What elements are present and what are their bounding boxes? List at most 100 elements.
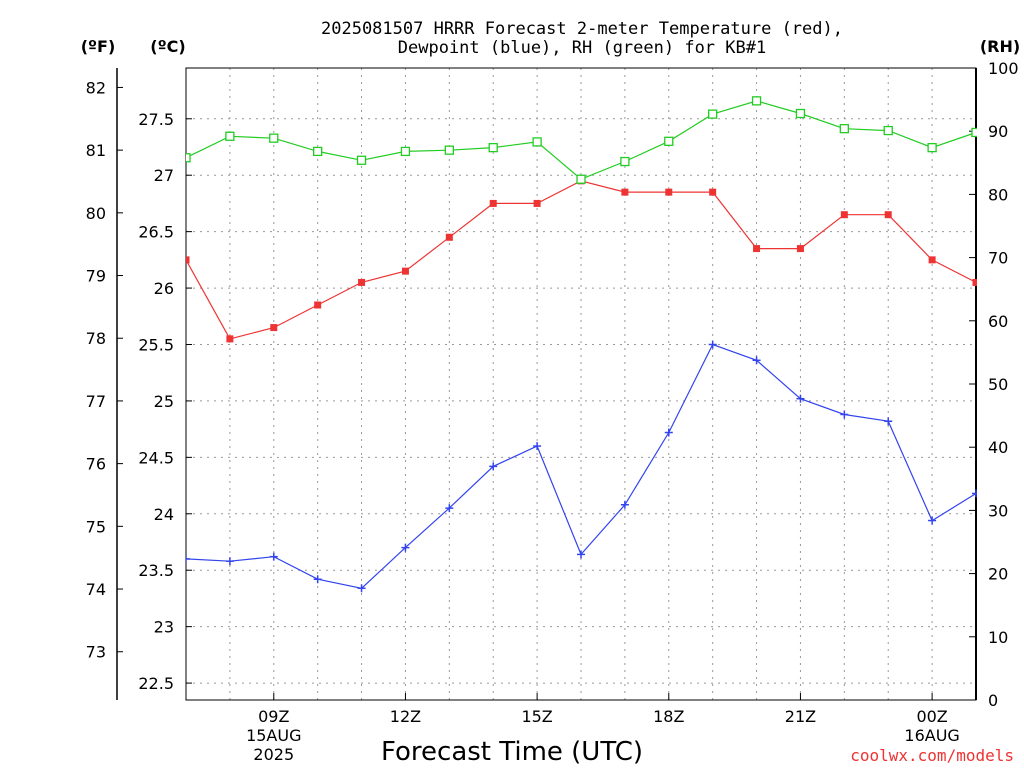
fahrenheit-tick-label: 77 — [86, 392, 106, 411]
axes — [116, 67, 977, 701]
celsius-tick-label: 27.5 — [138, 110, 174, 129]
series-group — [186, 340, 977, 593]
data-point — [664, 136, 674, 146]
data-point — [708, 340, 717, 349]
rh-tick-label: 60 — [988, 312, 1008, 331]
data-point — [269, 552, 278, 561]
data-point — [709, 188, 717, 196]
data-point — [226, 335, 234, 343]
data-point — [884, 417, 893, 426]
fahrenheit-tick-label: 78 — [86, 329, 106, 348]
fahrenheit-tick-label: 81 — [86, 141, 106, 160]
data-point — [795, 108, 806, 119]
data-point — [796, 245, 804, 253]
series-line — [186, 180, 977, 340]
x-tick-label: 18Z — [653, 707, 684, 726]
celsius-unit-label: (ºC) — [150, 37, 185, 56]
fahrenheit-tick-label: 75 — [86, 517, 106, 536]
data-point — [270, 324, 278, 332]
data-point — [444, 145, 454, 155]
data-point — [972, 489, 977, 498]
rh-tick-label: 50 — [988, 375, 1008, 394]
data-point — [971, 127, 977, 138]
celsius-tick-label: 23 — [154, 618, 174, 637]
data-point — [314, 301, 322, 309]
rh-tick-label: 90 — [988, 122, 1008, 141]
data-point — [357, 584, 366, 593]
data-point — [186, 554, 190, 563]
data-point — [620, 156, 630, 167]
data-point — [928, 256, 936, 264]
rh-tick-label: 20 — [988, 565, 1008, 584]
x-tick-label: 12Z — [390, 707, 421, 726]
data-point — [532, 137, 542, 147]
data-point — [576, 174, 586, 184]
data-point — [225, 557, 234, 566]
celsius-tick-label: 27 — [154, 166, 174, 185]
celsius-tick-label: 26.5 — [138, 223, 174, 242]
data-series — [186, 96, 977, 593]
data-point — [839, 124, 849, 134]
data-point — [488, 142, 498, 153]
data-point — [751, 96, 762, 106]
celsius-tick-label: 24 — [154, 505, 174, 524]
x-tick-label: 00Z — [916, 707, 947, 726]
data-point — [313, 575, 322, 584]
fahrenheit-tick-label: 73 — [86, 643, 106, 662]
data-point — [269, 133, 279, 143]
data-point — [533, 199, 541, 207]
fahrenheit-unit-label: (ºF) — [81, 37, 116, 56]
rh-tick-label: 10 — [988, 628, 1008, 647]
x-tick-label: 09Z — [258, 707, 289, 726]
x-tick-label: 2025 — [253, 745, 294, 764]
data-point — [883, 125, 893, 136]
data-point — [445, 233, 453, 241]
rh-tick-label: 30 — [988, 501, 1008, 520]
data-point — [928, 516, 937, 525]
data-point — [358, 278, 366, 286]
data-point — [533, 442, 542, 451]
rh-tick-label: 40 — [988, 438, 1008, 457]
rh-tick-label: 80 — [988, 185, 1008, 204]
data-point — [313, 146, 323, 157]
celsius-tick-label: 26 — [154, 279, 174, 298]
x-tick-label: 15Z — [521, 707, 552, 726]
data-point — [620, 500, 629, 509]
celsius-tick-label: 25.5 — [138, 336, 174, 355]
fahrenheit-tick-label: 76 — [86, 455, 106, 474]
fahrenheit-tick-label: 79 — [86, 267, 106, 286]
data-point — [884, 211, 892, 219]
celsius-tick-label: 23.5 — [138, 561, 174, 580]
celsius-tick-label: 22.5 — [138, 674, 174, 693]
data-point — [753, 245, 761, 253]
fahrenheit-tick-label: 80 — [86, 204, 106, 223]
rh-unit-label: (RH) — [980, 37, 1020, 56]
x-tick-label: 15AUG — [246, 726, 301, 745]
credit-text: coolwx.com/models — [850, 746, 1014, 765]
data-point — [489, 462, 498, 471]
data-point — [665, 188, 673, 196]
data-point — [621, 188, 629, 196]
tick-labels: 73 74 75 76 77 78 79 80 81 82 22.5 23 23.5 24 24.5 25 25… — [86, 59, 1019, 764]
data-point — [401, 267, 409, 275]
x-tick-label: 16AUG — [904, 726, 959, 745]
data-point — [577, 550, 585, 559]
rh-tick-label: 70 — [988, 249, 1008, 268]
rh-tick-label: 0 — [988, 691, 998, 710]
data-point — [225, 131, 235, 141]
data-point — [401, 543, 410, 552]
data-point — [664, 428, 673, 437]
chart-title-line-2: Dewpoint (blue), RH (green) for KB#1 — [398, 38, 766, 58]
fahrenheit-tick-label: 74 — [86, 580, 106, 599]
data-point — [445, 504, 454, 513]
data-point — [489, 199, 497, 207]
data-point — [400, 146, 411, 157]
data-point — [356, 155, 367, 165]
x-tick-label: 21Z — [785, 707, 816, 726]
data-point — [752, 356, 761, 365]
fahrenheit-tick-label: 82 — [86, 78, 106, 97]
chart-title-line-1: 2025081507 HRRR Forecast 2-meter Tempera… — [321, 19, 843, 39]
celsius-tick-label: 24.5 — [138, 448, 174, 467]
series-group — [186, 96, 977, 184]
